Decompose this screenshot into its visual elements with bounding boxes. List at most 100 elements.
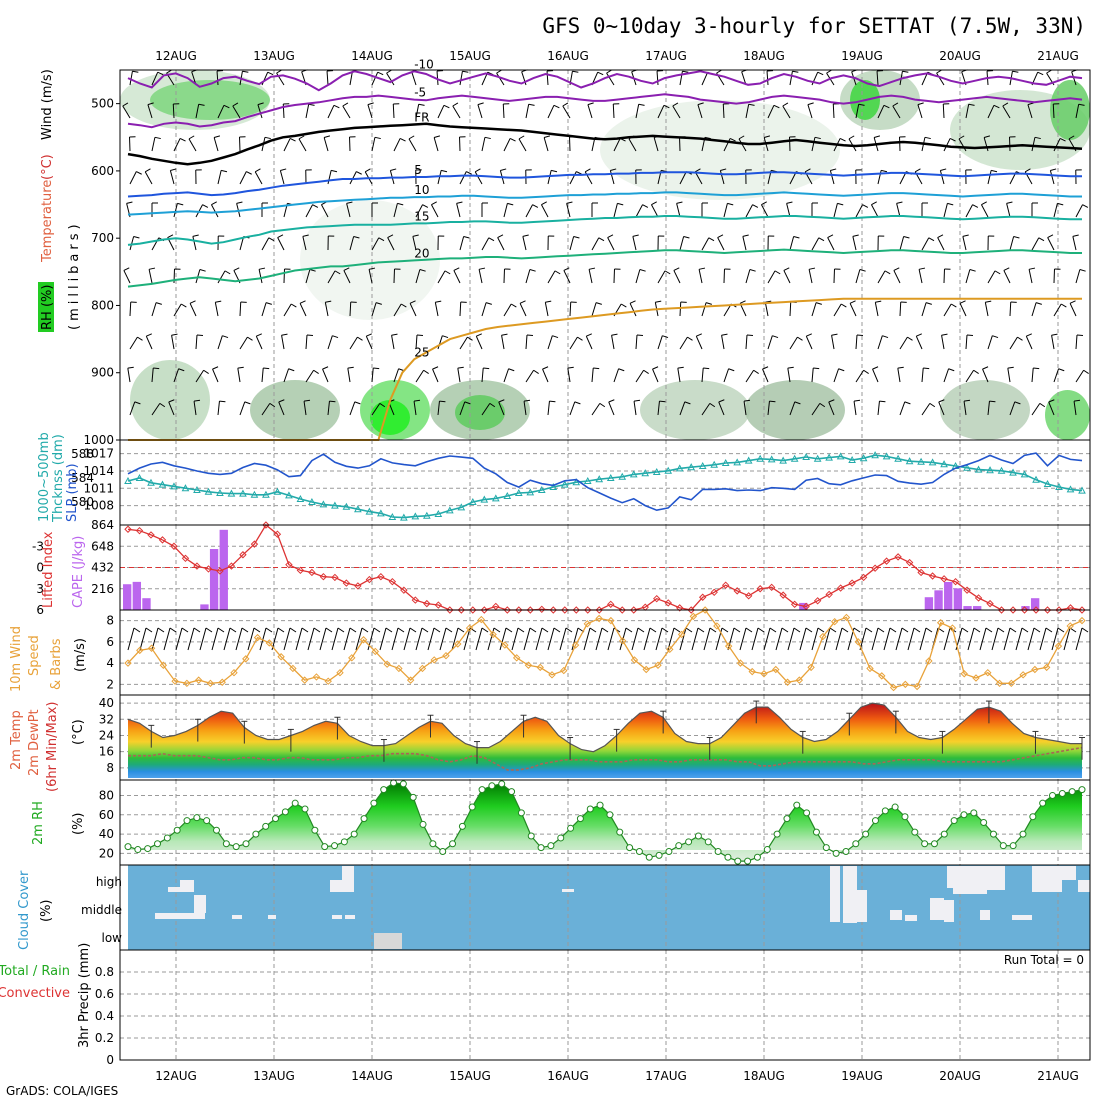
upper-wind-barb-flag: [938, 399, 945, 403]
upper-wind-barb-flag: [928, 237, 935, 242]
upper-wind-barb-flag: [984, 135, 991, 139]
upper-wind-barb: [877, 105, 885, 119]
upper-wind-barb-flag: [1068, 135, 1075, 140]
upper-wind-barb-flag: [818, 237, 825, 242]
isotherm-line: [127, 248, 1082, 288]
upper-wind-barb: [343, 270, 351, 284]
upper-wind-barb-flag: [179, 137, 186, 142]
upper-wind-barb-flag: [244, 401, 251, 405]
upper-wind-barb-flag: [925, 302, 932, 305]
upper-wind-barb: [542, 368, 549, 383]
upper-wind-barb: [872, 368, 879, 383]
cloud-row-high: high: [96, 875, 122, 889]
rh-point: [232, 843, 240, 851]
upper-wind-barb: [503, 368, 510, 383]
temp-tick-label: 24: [99, 728, 114, 742]
upper-wind-barb: [987, 170, 992, 185]
upper-wind-barb-flag: [815, 302, 822, 305]
cloud-cell: [562, 889, 574, 892]
surface-wind-barb-flag: [313, 627, 321, 633]
surface-wind-barb: [919, 627, 927, 651]
surface-wind-barb-flag: [973, 627, 981, 633]
upper-wind-barb: [474, 171, 483, 185]
upper-wind-barb-flag: [202, 204, 209, 208]
rh-point: [213, 826, 221, 834]
upper-wind-barb-flag: [212, 366, 219, 370]
upper-wind-barb-flag: [379, 402, 386, 408]
upper-wind-barb: [767, 270, 776, 284]
upper-wind-barb: [239, 301, 242, 317]
thickness-point: [423, 511, 431, 519]
upper-wind-barb: [371, 137, 376, 152]
wind-speed-point: [925, 657, 933, 665]
upper-wind-barb-flag: [478, 267, 486, 270]
upper-wind-barb: [525, 334, 528, 350]
upper-wind-barb: [258, 269, 263, 284]
upper-wind-barb-flag: [290, 303, 297, 308]
isotherm-line: [127, 215, 1082, 246]
upper-wind-barb-flag: [258, 267, 266, 270]
upper-wind-barb-flag: [281, 333, 288, 336]
upper-wind-barb-flag: [157, 71, 164, 76]
upper-wind-barb-flag: [893, 267, 900, 271]
upper-wind-barb: [151, 137, 156, 152]
upper-wind-barb-flag: [896, 201, 903, 204]
cape-bar: [953, 588, 963, 610]
rh-point: [1029, 813, 1037, 821]
lifted-index-point: [698, 593, 707, 601]
upper-wind-barb: [679, 236, 685, 251]
upper-wind-barb-flag: [356, 171, 362, 175]
upper-wind-barb: [941, 335, 945, 350]
upper-wind-barb-flag: [643, 369, 649, 374]
upper-wind-barb-flag: [958, 135, 965, 140]
rh-shading: [130, 360, 210, 440]
upper-wind-barb: [279, 170, 285, 185]
upper-wind-barb-flag: [962, 234, 969, 237]
rh-point: [980, 819, 988, 826]
upper-wind-barb: [189, 303, 197, 317]
upper-wind-barb: [984, 302, 989, 317]
upper-wind-barb-flag: [347, 366, 354, 369]
upper-wind-barb-flag: [892, 102, 899, 107]
upper-wind-barb: [766, 70, 769, 86]
wind-speed-point: [406, 676, 415, 684]
upper-wind-barb: [811, 403, 821, 416]
thickness-point: [1055, 482, 1063, 490]
upper-wind-barb-flag: [576, 171, 582, 175]
upper-wind-barb: [787, 368, 791, 383]
upper-wind-barb: [481, 137, 486, 152]
day-label-top: 20AUG: [939, 49, 981, 63]
upper-wind-barb: [1075, 269, 1081, 284]
upper-wind-barb: [936, 72, 945, 86]
lifted-index-cape-panel: -3 0 3 6 864 648 432 216 Lifted Index CAPE (J/k…: [32, 518, 1091, 617]
bottom-day-labels: 12AUG 13AUG 14AUG 15AUG 16AUG 17AUG 18AUG 19AUG…: [155, 1069, 1079, 1083]
upper-wind-barb-flag: [280, 168, 287, 171]
upper-wind-barb-flag: [727, 202, 734, 206]
surface-wind-barb: [703, 627, 711, 651]
cloud-cell: [1012, 915, 1032, 920]
wind-speed-point: [972, 674, 980, 682]
cloud-cell: [843, 866, 857, 923]
upper-wind-barb: [811, 237, 820, 251]
upper-wind-barb: [503, 303, 512, 317]
wind-speed-point: [183, 679, 191, 688]
upper-wind-barb-flag: [639, 269, 646, 272]
upper-wind-barb-flag: [551, 169, 558, 173]
rh-point: [547, 842, 555, 850]
upper-wind-barb: [943, 303, 952, 317]
upper-wind-barb: [216, 70, 219, 86]
upper-wind-barb: [459, 301, 462, 317]
upper-wind-barb: [349, 301, 352, 317]
lifted-index-point: [170, 542, 178, 550]
upper-wind-barb-flag: [1028, 267, 1036, 270]
upper-wind-barb: [899, 301, 902, 317]
upper-wind-barb-flag: [277, 234, 284, 238]
upper-wind-barb-flag: [399, 137, 406, 142]
upper-wind-barb: [591, 368, 594, 383]
surface-wind-barb: [367, 627, 375, 651]
upper-wind-barb-flag: [992, 335, 999, 339]
upper-wind-barb-flag: [123, 267, 130, 271]
upper-wind-barb: [1048, 401, 1055, 416]
cape-bar: [924, 597, 934, 610]
